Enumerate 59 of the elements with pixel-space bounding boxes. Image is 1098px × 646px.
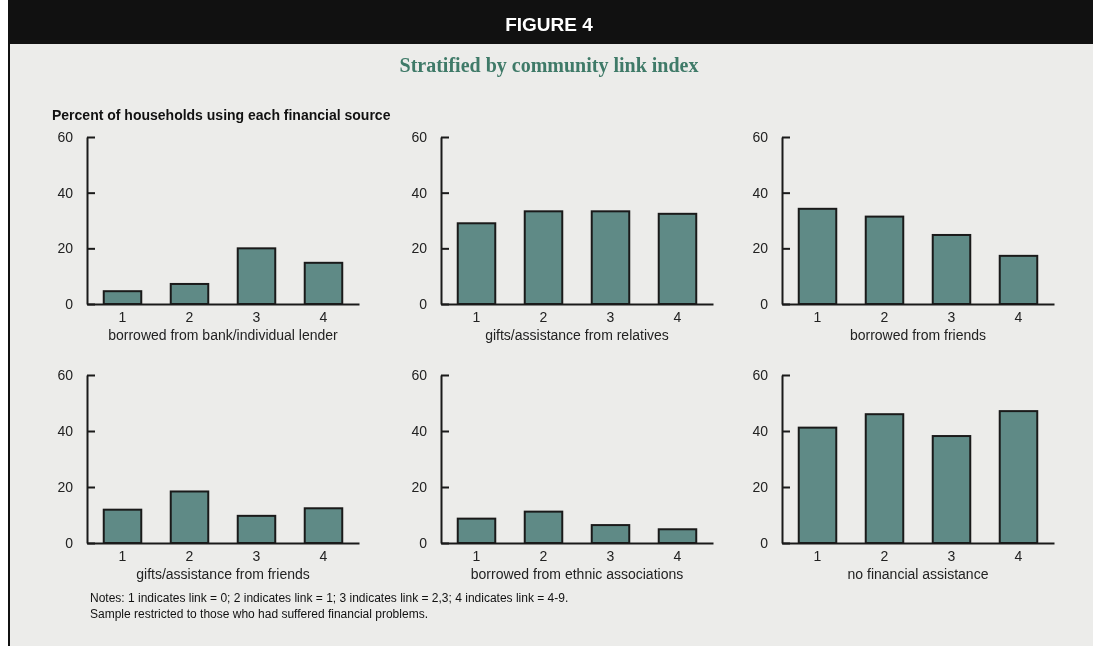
x-tick-label: 2 [539,548,548,565]
x-tick-label: 2 [880,309,889,326]
x-axis-title: borrowed from friends [849,327,987,343]
y-tick-label: 60 [57,128,74,145]
y-tick-label: 60 [411,366,428,383]
x-tick-label: 4 [1014,548,1023,565]
y-tick-label: 20 [57,240,74,257]
x-tick-label: 3 [252,548,261,565]
y-tick-label: 20 [57,478,74,495]
y-tick-label: 20 [752,478,769,495]
x-tick-label: 3 [252,309,261,326]
y-tick-label: 0 [419,295,428,312]
x-tick-label: 1 [472,309,481,326]
y-tick-label: 60 [57,366,74,383]
x-tick-label: 3 [606,548,615,565]
x-tick-label: 3 [947,548,956,565]
x-axis-title: borrowed from ethnic associations [470,566,684,582]
x-axis-title: borrowed from bank/individual lender [108,327,339,343]
y-tick-label: 60 [752,128,769,145]
y-tick-label: 40 [752,184,769,201]
x-tick-label: 1 [118,548,127,565]
x-tick-label: 2 [185,309,194,326]
x-tick-label: 1 [813,309,822,326]
x-tick-label: 3 [606,309,615,326]
y-tick-label: 40 [411,422,428,439]
y-tick-label: 60 [752,366,769,383]
chart-title: FIGURE 4 [505,14,594,35]
y-tick-label: 20 [752,240,769,257]
y-tick-label: 40 [411,184,428,201]
x-tick-label: 4 [319,309,328,326]
y-tick-label: 40 [57,422,74,439]
x-tick-label: 4 [673,309,682,326]
chart-subtitle: Stratified by community link index [399,54,699,77]
y-tick-label: 0 [419,534,428,551]
x-tick-label: 4 [319,548,328,565]
y-tick-label: 0 [760,534,769,551]
y-tick-label: 0 [65,295,74,312]
y-tick-label: 40 [752,422,769,439]
y-axis-title: Percent of households using each financial source [52,107,391,123]
y-tick-label: 0 [760,295,769,312]
x-tick-label: 3 [947,309,956,326]
y-tick-label: 40 [57,184,74,201]
text: Sample restricted to those who had suffered financial problems. [90,607,428,621]
x-tick-label: 4 [1014,309,1023,326]
x-tick-label: 1 [118,309,127,326]
x-tick-label: 4 [673,548,682,565]
y-tick-label: 20 [411,478,428,495]
x-tick-label: 1 [472,548,481,565]
x-tick-label: 2 [185,548,194,565]
x-tick-label: 2 [539,309,548,326]
x-axis-title: gifts/assistance from relatives [485,327,669,343]
x-axis-title: no financial assistance [847,566,989,582]
text: Notes: 1 indicates link = 0; 2 indicates link = 1; 3 indicates link = 2,3; 4 indicates link = 4-9. [90,591,569,605]
y-tick-label: 0 [65,534,74,551]
x-tick-label: 2 [880,548,889,565]
y-tick-label: 60 [411,128,428,145]
y-tick-label: 20 [411,240,428,257]
x-tick-label: 1 [813,548,822,565]
x-axis-title: gifts/assistance from friends [136,566,310,582]
